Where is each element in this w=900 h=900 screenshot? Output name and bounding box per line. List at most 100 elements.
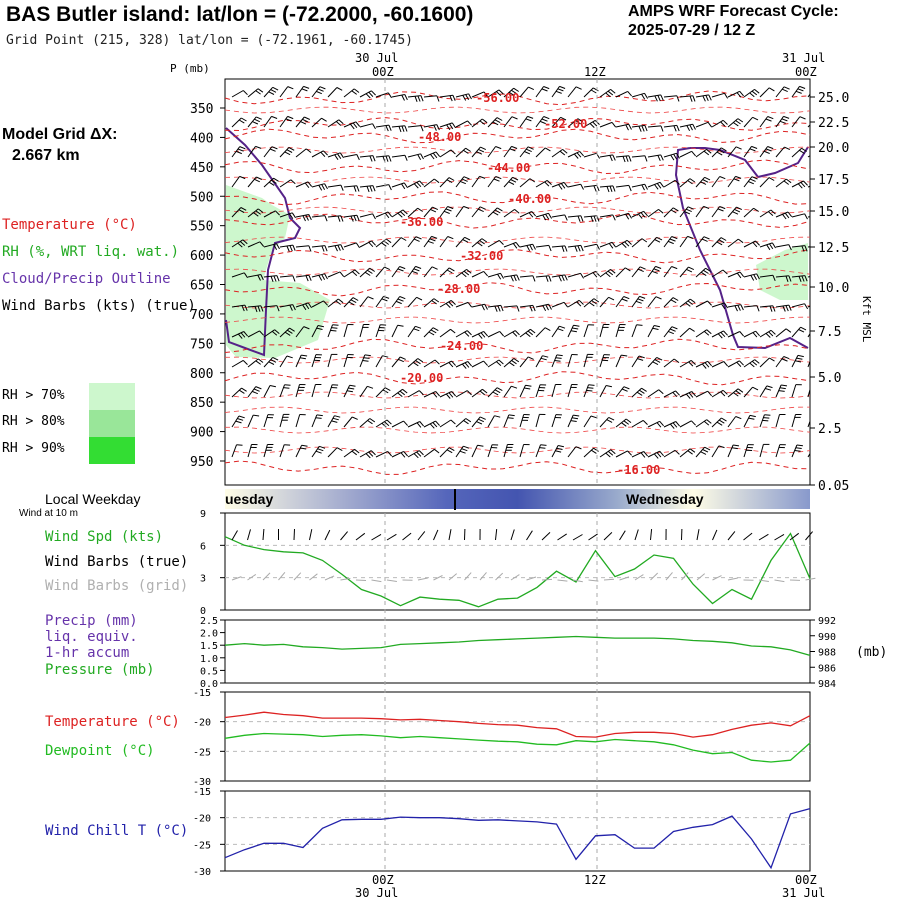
wind-barb: [423, 124, 440, 131]
wind-barb: [343, 121, 361, 130]
series-line: [224, 635, 811, 657]
y-tick-label: -30: [193, 777, 211, 788]
wind-barb: [759, 357, 775, 368]
wind-barb: [567, 183, 584, 190]
wind-barb: [503, 241, 521, 249]
wind-barb: [743, 359, 760, 368]
wind-barb: [247, 176, 263, 188]
wind-barb: [695, 236, 710, 248]
wind-barb: [727, 331, 744, 338]
height-tick-label: 12.5: [818, 241, 849, 256]
wind-barb: [311, 325, 325, 338]
wind-barb: [247, 330, 264, 338]
page-title: BAS Butler island: lat/lon = (-72.2000, …: [6, 3, 474, 26]
wind-barb: [535, 212, 553, 221]
wind-barb: [359, 123, 376, 130]
wind-barb: [391, 182, 409, 190]
wind-barb: [535, 327, 551, 338]
wind-barb: [567, 118, 584, 128]
wind-barb: [631, 210, 648, 219]
wind-barb: [599, 268, 616, 278]
wind-barb: [231, 207, 247, 218]
grid-wind-barb: [464, 572, 472, 581]
wind-barb: [551, 116, 567, 128]
wind-barb: [599, 354, 610, 368]
isotherm-label: -20.00: [400, 371, 443, 385]
wind-barb: [551, 274, 568, 282]
legend-temperature: Temperature (°C): [2, 217, 137, 233]
wind-barb: [679, 235, 694, 248]
wind-barb: [439, 447, 455, 458]
isotherm-line-minor: [225, 356, 810, 364]
wind-barb: [711, 206, 726, 218]
wind-barb: [695, 121, 713, 128]
wind-barb: [759, 242, 777, 251]
wind-barb: [663, 179, 680, 188]
wind-barb: [663, 152, 681, 161]
wind-barb: [743, 176, 758, 188]
surface-wind-barb: [355, 532, 366, 541]
forecast-cycle-value: 2025-07-29 / 12 Z: [628, 22, 756, 39]
wind-barb: [487, 387, 503, 398]
wind-barb: [807, 305, 810, 308]
wind-barb: [487, 304, 504, 312]
surface-wind-barb: [293, 528, 295, 541]
surface-wind-barb: [712, 529, 718, 541]
wind-barb: [311, 86, 326, 98]
wind-barb: [295, 384, 306, 398]
wind-barb: [615, 90, 632, 98]
height-tick-label: 17.5: [818, 173, 849, 188]
pressure-tick-label: 650: [190, 279, 213, 294]
surface-wind-barb: [572, 534, 583, 541]
wind-barb: [359, 267, 375, 278]
wind-barb: [455, 268, 472, 278]
wind-barb: [375, 92, 393, 99]
isotherm-line: [225, 371, 810, 386]
wind-barb: [359, 324, 370, 338]
y-tick-label: 3: [200, 574, 206, 585]
wind-barb: [647, 208, 664, 218]
precip-tick-label: 0.0: [200, 679, 218, 690]
wind-barb: [231, 239, 248, 248]
rh-shading: [225, 127, 809, 358]
y-tick-label: -25: [193, 840, 211, 851]
wind-barb: [487, 239, 504, 248]
surface-wind-barb: [650, 529, 653, 541]
wind-barb: [695, 419, 712, 428]
wind-barb: [455, 93, 472, 101]
wind-barb: [727, 238, 744, 248]
wind-barb: [279, 444, 291, 458]
wind-barb: [599, 241, 617, 249]
isotherm-line: [225, 191, 810, 206]
surface-wind-barb: [386, 533, 397, 541]
wind-barb: [551, 354, 563, 368]
wind-barb: [279, 304, 296, 311]
wind-barb: [695, 94, 712, 102]
bottom-date-label: 30 Jul: [355, 886, 399, 900]
precip-tick-label: 2.5: [200, 616, 218, 627]
wind-barb: [375, 450, 392, 458]
wind-barb: [519, 210, 536, 218]
cloud-outline-1: [225, 127, 302, 357]
wind-barb: [247, 274, 264, 281]
wind-barb: [631, 355, 645, 368]
wind-barb: [455, 390, 472, 398]
wind-barb: [231, 415, 245, 428]
wind-barb: [407, 153, 424, 161]
surface-wind-barb: [789, 532, 800, 541]
wind-barb: [359, 213, 376, 220]
precip-label: Precip (mm): [45, 613, 138, 629]
wind-barb: [359, 450, 376, 459]
wind-barb: [295, 85, 310, 98]
wind-barb: [679, 123, 696, 132]
wind-barb: [487, 444, 499, 458]
wind-barb: [535, 355, 549, 368]
isotherm-line-minor: [225, 236, 810, 244]
wind-barb: [519, 178, 536, 188]
surface-wind-barb: [324, 529, 331, 541]
grid-wind-barb: [247, 573, 257, 581]
wind-barb: [439, 360, 456, 368]
wind-barb: [631, 419, 648, 428]
wind-barb: [775, 275, 792, 282]
wind-barb: [759, 305, 776, 312]
